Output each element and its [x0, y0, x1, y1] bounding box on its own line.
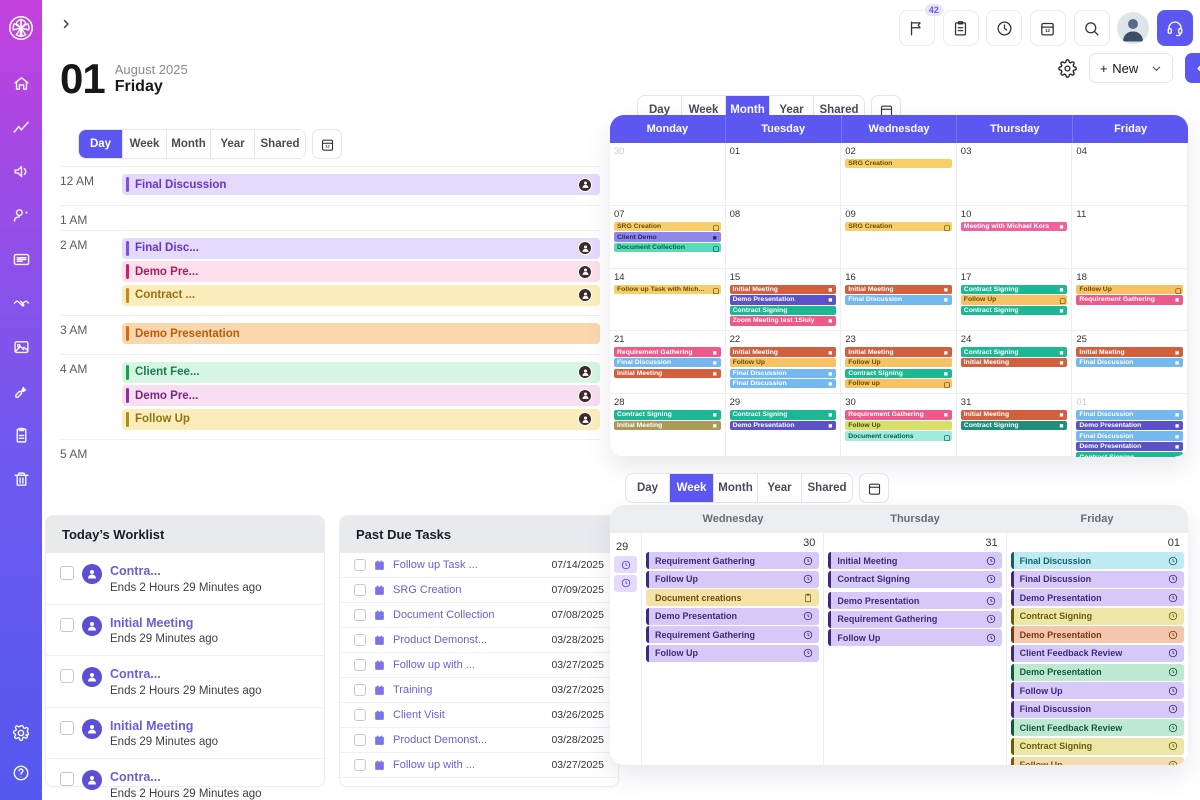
svg-text:12: 12	[325, 143, 330, 148]
svg-text:12: 12	[1045, 27, 1051, 32]
